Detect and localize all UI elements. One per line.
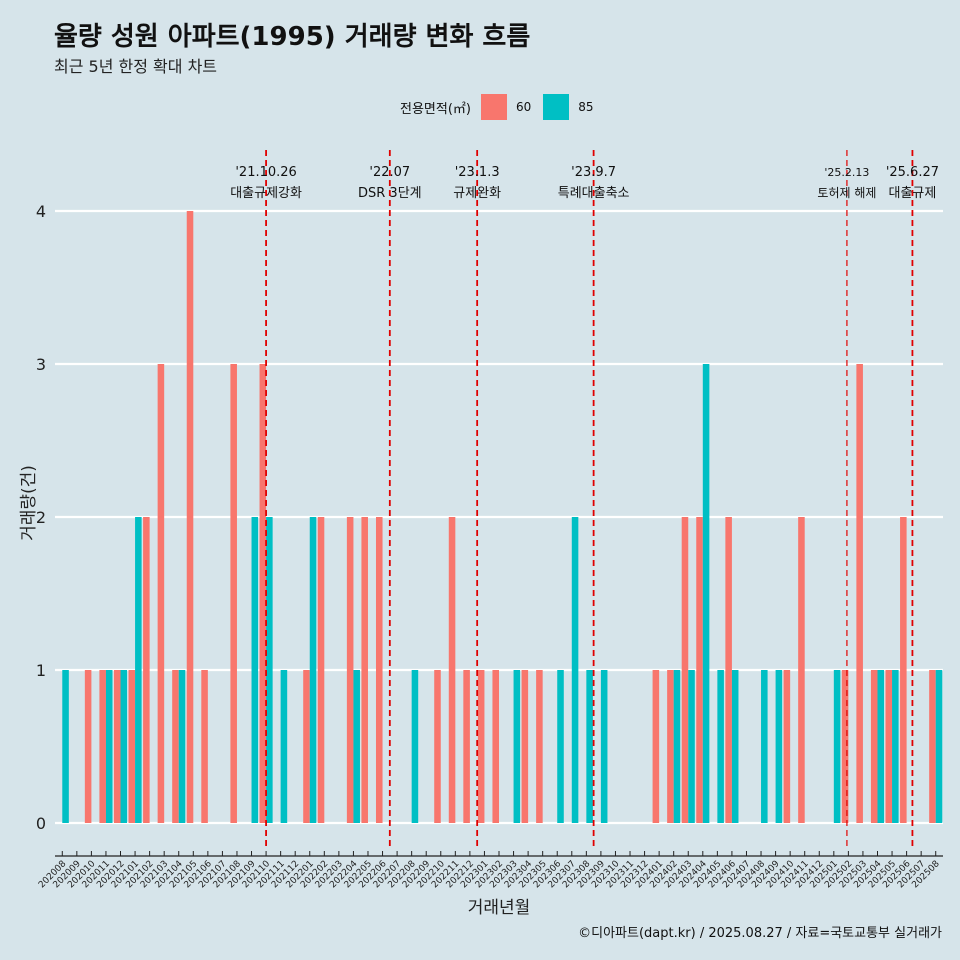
event-text-label: DSR 3단계	[358, 186, 422, 201]
bar-60-202304	[521, 670, 529, 823]
y-tick-label: 4	[36, 202, 46, 221]
bar-85-202008	[62, 670, 69, 823]
bar-60-202105	[186, 211, 194, 823]
bar-60-202204	[346, 517, 354, 823]
bar-85-202403	[688, 670, 695, 823]
y-tick-label: 1	[36, 661, 46, 680]
bar-60-202102	[143, 517, 150, 823]
bar-85-202110	[266, 517, 273, 823]
y-tick-label: 2	[36, 508, 46, 527]
bar-85-202404	[702, 364, 710, 823]
caption: ©디아파트(dapt.kr) / 2025.08.27 / 자료=국토교통부 실…	[578, 926, 942, 941]
bar-60-202302	[492, 670, 499, 823]
y-tick-label: 3	[36, 355, 46, 374]
bar-60-202404	[696, 517, 703, 823]
event-text-label: 토허제 해제	[817, 186, 876, 200]
bar-85-202208	[411, 670, 419, 823]
legend: 전용면적(㎡) 60 85	[400, 93, 606, 121]
bar-60-202210	[434, 670, 441, 823]
event-date-label: '22.07	[369, 165, 410, 180]
bar-85-202303	[513, 670, 521, 823]
bar-85-202204	[353, 670, 360, 823]
bar-85-202501	[833, 670, 841, 823]
bar-85-202409	[775, 670, 783, 823]
bar-85-202201	[309, 517, 317, 823]
event-text-label: 대출규제	[889, 186, 937, 201]
bar-60-202202	[317, 517, 325, 823]
chart-subtitle: 최근 5년 한정 확대 차트	[54, 57, 218, 76]
event-date-label: '25.2.13	[824, 166, 869, 179]
bar-60-202101	[128, 670, 136, 823]
bar-60-202403	[681, 517, 689, 823]
bar-85-202109	[251, 517, 259, 823]
bar-60-202011	[99, 670, 106, 823]
bar-85-202011	[105, 670, 113, 823]
bar-85-202406	[731, 670, 739, 823]
bar-60-202502	[841, 670, 849, 823]
legend-key-85	[543, 94, 570, 120]
y-tick-label: 0	[36, 814, 46, 833]
x-axis-title: 거래년월	[468, 898, 531, 918]
bar-85-202012	[120, 670, 128, 823]
bar-60-202108	[230, 364, 237, 823]
bar-85-202504	[877, 670, 885, 823]
bar-60-202201	[303, 670, 310, 823]
bar-85-202104	[178, 670, 186, 823]
bar-85-202309	[600, 670, 608, 823]
bar-60-202305	[536, 670, 543, 823]
bar-60-202211	[448, 517, 456, 823]
event-date-label: '25.6.27	[886, 165, 939, 180]
bar-85-202308	[586, 670, 593, 823]
bar-60-202506	[900, 517, 907, 823]
bar-85-202408	[761, 670, 768, 823]
bar-60-202206	[375, 517, 383, 823]
chart-title: 율량 성원 아파트(1995) 거래량 변화 흐름	[54, 22, 531, 52]
bar-60-202503	[856, 364, 863, 823]
event-date-label: '21.10.26	[235, 165, 296, 180]
bar-85-202306	[557, 670, 564, 823]
bar-60-202505	[885, 670, 893, 823]
bar-60-202504	[870, 670, 878, 823]
bar-85-202505	[892, 670, 899, 823]
bar-60-202406	[725, 517, 732, 823]
event-date-label: '23.1.3	[455, 165, 500, 180]
bar-85-202307	[571, 517, 579, 823]
event-date-label: '23.9.7	[571, 165, 616, 180]
bar-60-202110	[259, 364, 267, 823]
bar-60-202212	[463, 670, 470, 823]
bar-60-202103	[157, 364, 165, 823]
bar-85-202101	[135, 517, 142, 823]
bar-85-202111	[280, 670, 288, 823]
bar-60-202301	[477, 670, 485, 823]
bar-60-202104	[172, 670, 179, 823]
legend-key-60	[480, 94, 507, 120]
bar-60-202508	[929, 670, 936, 823]
legend-label-60: 60	[515, 100, 532, 114]
bar-60-202401	[652, 670, 660, 823]
bar-85-202405	[717, 670, 724, 823]
bar-60-202402	[667, 670, 674, 823]
y-axis-title: 거래량(건)	[19, 465, 39, 541]
legend-label-85: 85	[578, 100, 594, 114]
bar-85-202508	[935, 670, 943, 823]
event-text-label: 규제완화	[453, 186, 501, 201]
legend-title: 전용면적(㎡)	[400, 101, 471, 117]
event-text-label: 대출규제강화	[230, 186, 302, 201]
bar-60-202411	[798, 517, 805, 823]
bar-60-202410	[783, 670, 791, 823]
bar-85-202402	[673, 670, 681, 823]
bar-60-202012	[113, 670, 121, 823]
bar-60-202010	[84, 670, 92, 823]
event-text-label: 특례대출축소	[558, 186, 630, 201]
bar-60-202106	[201, 670, 208, 823]
bar-60-202205	[361, 517, 368, 823]
